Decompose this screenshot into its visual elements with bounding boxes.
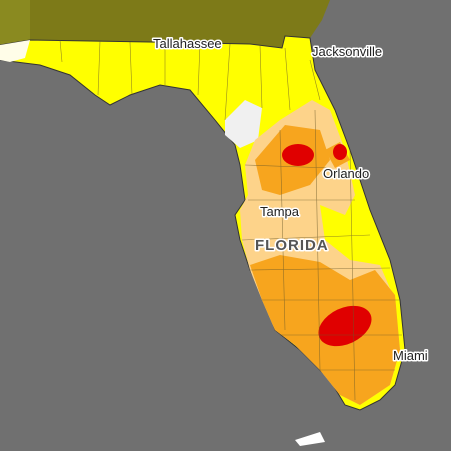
city-label: Orlando — [323, 166, 369, 181]
georgia — [30, 0, 330, 48]
severe-drought — [282, 144, 314, 166]
alabama — [0, 0, 30, 45]
no-drought — [225, 100, 262, 148]
no-drought — [0, 40, 30, 62]
island — [295, 432, 325, 446]
city-label: Tallahassee — [153, 36, 222, 51]
state-label: FLORIDA — [255, 237, 329, 254]
severe-drought — [318, 305, 372, 347]
city-label: Jacksonville — [312, 44, 382, 59]
city-label: Miami — [393, 348, 428, 363]
city-label: Tampa — [260, 204, 300, 219]
county-lines — [59, 39, 402, 401]
severe-drought — [333, 144, 347, 160]
